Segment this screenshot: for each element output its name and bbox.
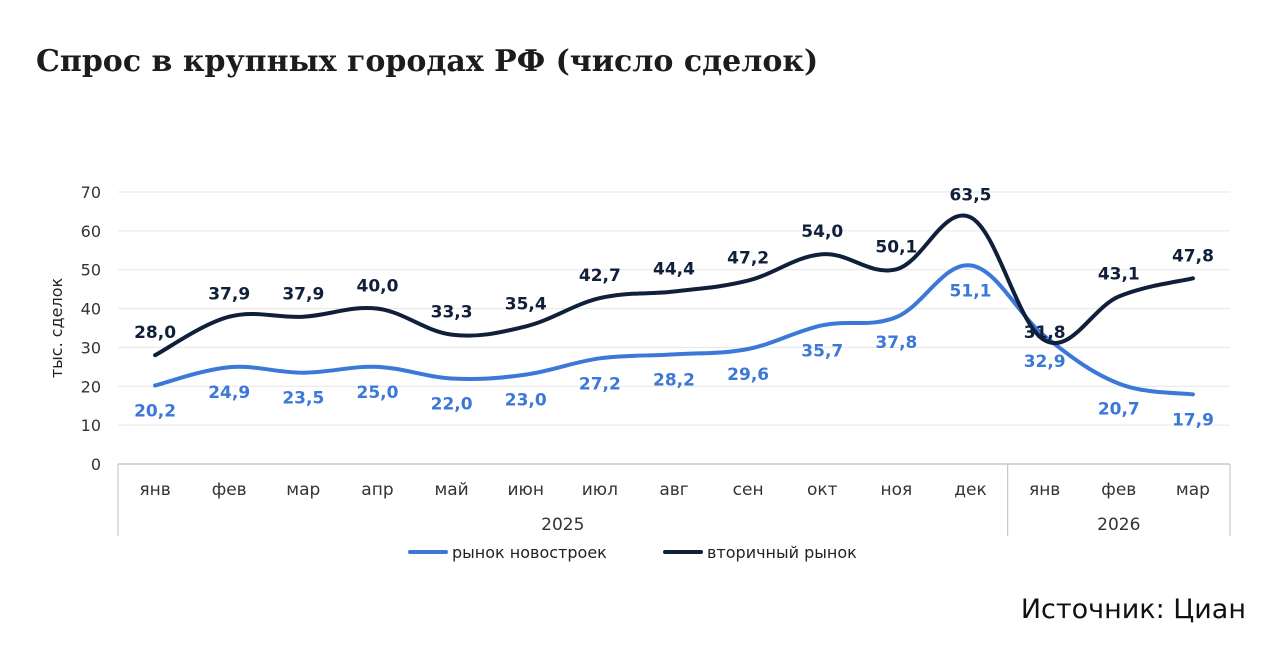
x-tick-label: июн bbox=[507, 480, 543, 500]
data-label-secondary: 54,0 bbox=[801, 222, 843, 242]
y-tick-label: 30 bbox=[81, 338, 101, 357]
x-tick-label: май bbox=[434, 480, 468, 500]
x-tick-label: фев bbox=[1101, 480, 1136, 500]
data-label-secondary: 33,3 bbox=[431, 303, 473, 323]
data-label-new-buildings: 24,9 bbox=[208, 383, 250, 403]
data-label-secondary: 50,1 bbox=[875, 237, 917, 257]
data-label-new-buildings: 25,0 bbox=[356, 383, 398, 403]
data-label-secondary: 40,0 bbox=[356, 277, 398, 297]
source-note: Источник: Циан bbox=[1020, 594, 1246, 625]
legend-label-secondary: вторичный рынок bbox=[707, 543, 857, 562]
data-label-secondary: 42,7 bbox=[579, 266, 621, 286]
data-label-secondary: 37,9 bbox=[282, 285, 324, 305]
data-label-new-buildings: 28,2 bbox=[653, 370, 695, 390]
data-label-new-buildings: 17,9 bbox=[1172, 410, 1214, 430]
data-label-new-buildings: 51,1 bbox=[950, 281, 992, 301]
data-label-secondary: 44,4 bbox=[653, 259, 695, 279]
data-label-secondary: 31,8 bbox=[1024, 323, 1066, 343]
data-label-secondary: 28,0 bbox=[134, 323, 176, 343]
x-tick-label: апр bbox=[361, 480, 393, 500]
legend: рынок новостроек вторичный рынок bbox=[408, 543, 857, 562]
y-tick-label: 0 bbox=[91, 455, 101, 474]
x-tick-label: июл bbox=[582, 480, 618, 500]
page-title: Спрос в крупных городах РФ (число сделок… bbox=[36, 44, 819, 79]
x-tick-label: мар bbox=[286, 480, 320, 500]
y-tick-label: 50 bbox=[81, 261, 101, 280]
year-group-label: 2025 bbox=[541, 515, 584, 535]
x-tick-label: окт bbox=[807, 480, 838, 500]
y-tick-label: 10 bbox=[81, 416, 101, 435]
x-tick-label: янв bbox=[1029, 480, 1060, 500]
x-tick-label: авг bbox=[659, 480, 688, 500]
data-label-new-buildings: 20,7 bbox=[1098, 400, 1140, 420]
y-axis-label: тыс. сделок bbox=[47, 278, 66, 379]
data-label-new-buildings: 23,5 bbox=[282, 389, 324, 409]
y-tick-label: 20 bbox=[81, 377, 101, 396]
data-label-new-buildings: 27,2 bbox=[579, 374, 621, 394]
data-label-secondary: 43,1 bbox=[1098, 265, 1140, 285]
data-labels: 20,2 24,9 23,5 25,0 22,0 23,0 27,2 28,2 29,6 35,7… bbox=[134, 185, 1214, 430]
series-lines bbox=[153, 213, 1195, 397]
data-label-secondary: 47,2 bbox=[727, 249, 769, 269]
x-tick-label: дек bbox=[954, 480, 986, 500]
data-label-secondary: 37,9 bbox=[208, 285, 250, 305]
data-label-new-buildings: 20,2 bbox=[134, 402, 176, 422]
x-tick-label: сен bbox=[733, 480, 764, 500]
data-label-secondary: 47,8 bbox=[1172, 246, 1214, 266]
data-label-new-buildings: 32,9 bbox=[1024, 352, 1066, 372]
y-tick-label: 40 bbox=[81, 300, 101, 319]
x-tick-label: ноя bbox=[881, 480, 913, 500]
x-tick-label: янв bbox=[139, 480, 170, 500]
axes: 0 10 20 30 40 50 60 70 янв фев мар апр май июн июл авг с… bbox=[47, 183, 1231, 536]
y-tick-label: 70 bbox=[81, 183, 101, 202]
series-line-secondary bbox=[153, 213, 1195, 358]
data-label-new-buildings: 29,6 bbox=[727, 365, 769, 385]
grid-lines bbox=[118, 191, 1230, 426]
y-tick-label: 60 bbox=[81, 222, 101, 241]
data-label-new-buildings: 22,0 bbox=[431, 395, 473, 415]
data-label-secondary: 63,5 bbox=[950, 185, 992, 205]
data-label-new-buildings: 23,0 bbox=[505, 391, 547, 411]
data-label-new-buildings: 37,8 bbox=[875, 333, 917, 353]
legend-label-new-buildings: рынок новостроек bbox=[452, 543, 607, 562]
data-label-secondary: 35,4 bbox=[505, 294, 547, 314]
x-tick-label: мар bbox=[1176, 480, 1210, 500]
data-label-new-buildings: 35,7 bbox=[801, 341, 843, 361]
x-tick-label: фев bbox=[212, 480, 247, 500]
year-group-label: 2026 bbox=[1097, 515, 1140, 535]
